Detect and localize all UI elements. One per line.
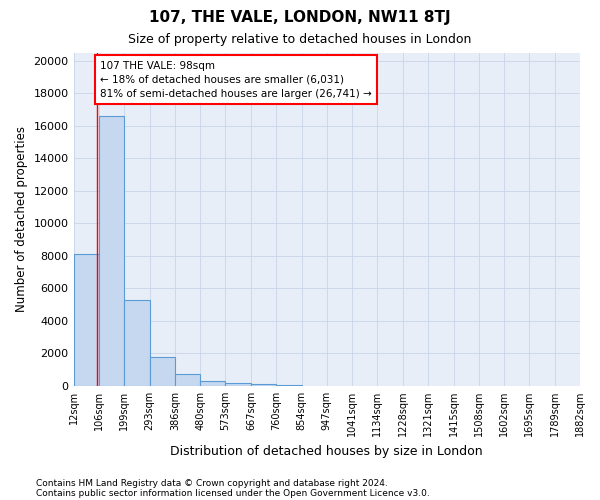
Bar xyxy=(124,300,149,386)
Text: Contains HM Land Registry data © Crown copyright and database right 2024.: Contains HM Land Registry data © Crown c… xyxy=(36,478,388,488)
Bar xyxy=(251,384,276,386)
Text: 107, THE VALE, LONDON, NW11 8TJ: 107, THE VALE, LONDON, NW11 8TJ xyxy=(149,10,451,25)
Bar xyxy=(99,116,124,386)
Bar xyxy=(149,358,175,386)
Text: Contains public sector information licensed under the Open Government Licence v3: Contains public sector information licen… xyxy=(36,488,430,498)
Text: Size of property relative to detached houses in London: Size of property relative to detached ho… xyxy=(128,32,472,46)
Bar xyxy=(200,381,226,386)
Bar xyxy=(175,374,200,386)
Bar xyxy=(276,385,302,386)
X-axis label: Distribution of detached houses by size in London: Distribution of detached houses by size … xyxy=(170,444,483,458)
Y-axis label: Number of detached properties: Number of detached properties xyxy=(15,126,28,312)
Bar xyxy=(74,254,99,386)
Text: 107 THE VALE: 98sqm
← 18% of detached houses are smaller (6,031)
81% of semi-det: 107 THE VALE: 98sqm ← 18% of detached ho… xyxy=(100,60,372,98)
Bar xyxy=(226,382,251,386)
